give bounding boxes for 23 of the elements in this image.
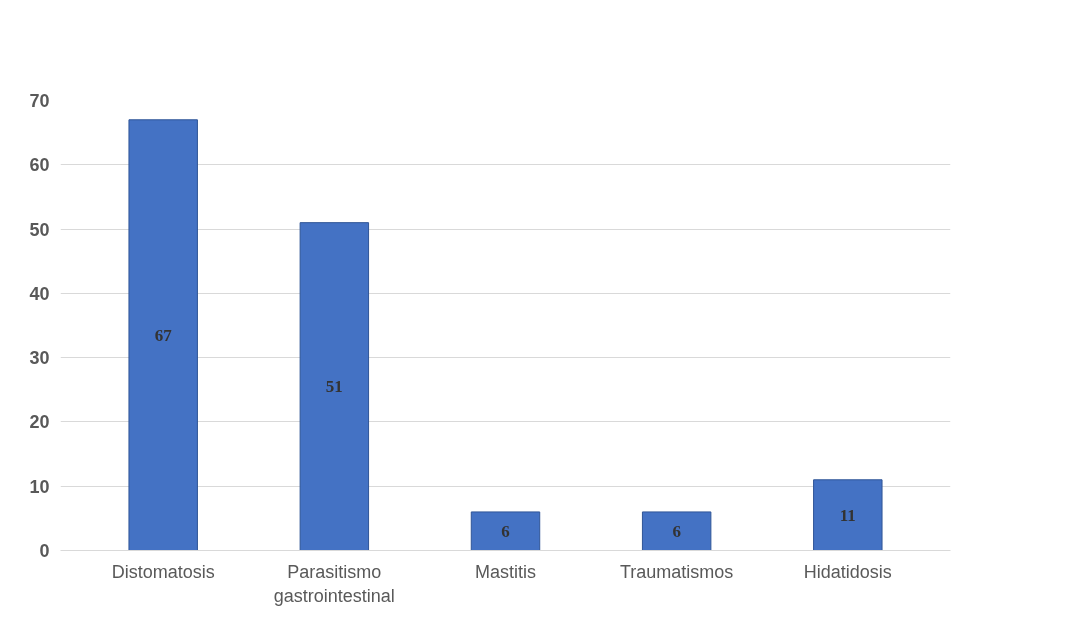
y-tick-label: 50: [29, 219, 50, 240]
data-label: 6: [501, 521, 510, 541]
y-tick-label: 70: [29, 91, 50, 111]
bar: [641, 511, 712, 551]
y-tick-label: 20: [29, 412, 50, 433]
data-label: 51: [325, 377, 343, 397]
y-tick-label: 10: [29, 476, 50, 497]
x-tick-label: Mastitis: [475, 561, 537, 582]
bar: [813, 479, 883, 551]
bar: [128, 119, 198, 551]
y-tick-label: 30: [29, 348, 50, 369]
y-tick-label: 40: [29, 283, 50, 304]
x-tick-label: Hidatidosis: [803, 561, 892, 582]
y-tick-label: 0: [39, 541, 50, 561]
data-label: 11: [839, 505, 856, 525]
bar: [470, 511, 541, 551]
x-tick-label: Distomatosis: [111, 561, 215, 582]
bar: [299, 222, 370, 551]
y-tick-label: 60: [29, 155, 50, 176]
data-label: 6: [672, 521, 681, 541]
x-tick-label: Traumatismos: [619, 561, 734, 582]
data-label: 67: [154, 325, 173, 345]
x-tick-label: Parasitismo gastrointestinal: [273, 561, 395, 606]
